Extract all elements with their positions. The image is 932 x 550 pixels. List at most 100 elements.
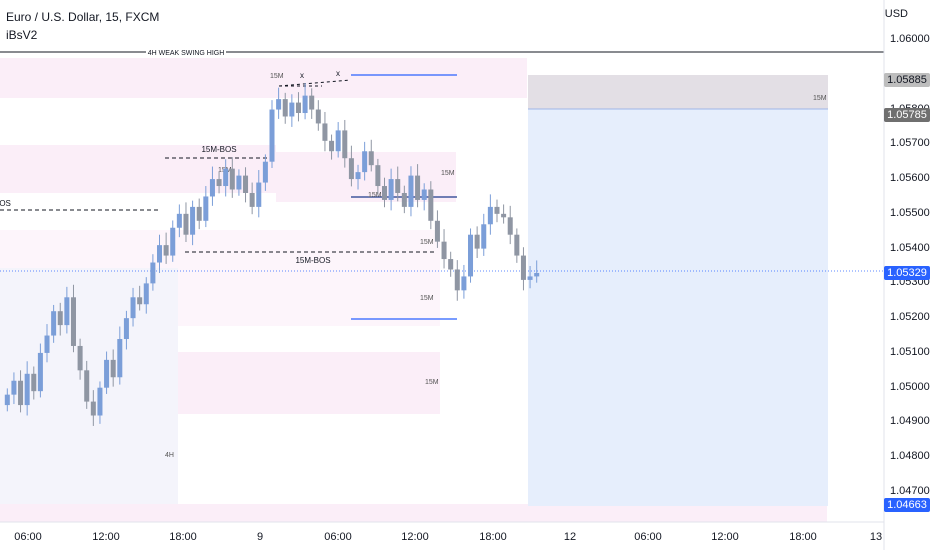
candle-body	[262, 161, 268, 183]
zone-pink	[0, 58, 527, 98]
candle-body	[322, 123, 328, 141]
price-label-box: 1.05785	[884, 107, 930, 122]
candle-body	[57, 311, 63, 326]
candle-body	[256, 182, 262, 207]
candle-body	[37, 352, 43, 392]
price-label-box: 1.04663	[884, 497, 930, 512]
candle-body	[269, 109, 275, 162]
candle-body	[90, 401, 96, 416]
candle-body	[229, 168, 235, 190]
price-tick: 1.05200	[890, 311, 930, 324]
candle-body	[249, 192, 255, 207]
candle-body	[117, 339, 123, 378]
candle-body	[355, 172, 361, 180]
candle-body	[216, 179, 222, 187]
candle-body	[454, 269, 460, 291]
candle-body	[97, 387, 103, 416]
candle-body	[11, 380, 17, 395]
price-tick: 1.06000	[890, 33, 930, 45]
candle-body	[415, 175, 421, 200]
candle-body	[441, 241, 447, 260]
zone-blue	[528, 109, 828, 506]
price-tick: 1.05400	[890, 241, 930, 254]
candle-body	[203, 196, 209, 221]
candle-body	[150, 262, 156, 284]
candle-body	[309, 95, 315, 110]
candle-body	[183, 213, 189, 235]
candle-body	[428, 189, 434, 221]
time-tick: 9	[256, 531, 264, 543]
time-tick: 12:00	[92, 531, 120, 543]
structure-lines: 4H WEAK SWING HIGH BOS 15M-BOS 15M-BOS x…	[0, 46, 884, 320]
candle-body	[375, 165, 381, 187]
bos2-label: 15M-BOS	[295, 256, 330, 265]
price-tick: 1.04800	[890, 450, 930, 463]
tf-label: 15M	[813, 95, 827, 102]
candle-body	[295, 102, 301, 114]
candle-body	[487, 206, 493, 225]
currency-label: USD	[884, 8, 908, 20]
candle-body	[461, 276, 467, 291]
time-tick: 12	[563, 531, 577, 543]
candle-body	[170, 227, 176, 256]
candle-body	[315, 109, 321, 124]
candle-body	[408, 175, 414, 207]
candle-body	[381, 186, 388, 200]
bos-left-label: BOS	[0, 199, 11, 208]
symbol-title[interactable]: Euro / U.S. Dollar, 15, FXCM	[6, 10, 160, 24]
candle-body	[302, 95, 308, 114]
candle-body	[51, 311, 57, 336]
bos1-label: 15M-BOS	[201, 145, 236, 154]
candle-body	[143, 283, 149, 305]
candle-body	[24, 373, 30, 406]
candle-body	[70, 297, 76, 346]
price-tick: 1.05500	[890, 206, 930, 219]
candle-body	[520, 255, 526, 280]
candle-body	[163, 245, 169, 256]
candle-body	[481, 224, 487, 249]
candle-body	[196, 206, 202, 221]
time-tick: 06:00	[634, 531, 662, 543]
candle-body	[501, 213, 507, 218]
time-tick: 06:00	[14, 531, 42, 543]
tf-label: 15M	[425, 379, 439, 386]
candle-body	[243, 175, 249, 193]
candle-body	[4, 394, 10, 406]
tf-label: 15M	[441, 170, 455, 177]
x-mark-2: x	[336, 69, 340, 78]
price-tick: 1.05000	[890, 380, 930, 393]
candle-body	[156, 245, 163, 263]
candle-body	[123, 318, 129, 340]
candle-body	[527, 276, 533, 280]
time-tick: 12:00	[711, 531, 739, 543]
candle-body	[236, 175, 242, 190]
candles-layer	[4, 83, 540, 426]
candle-body	[474, 234, 480, 249]
time-tick: 18:00	[169, 531, 197, 543]
price-label-box: 1.05329	[884, 266, 930, 281]
candle-body	[342, 130, 348, 159]
candle-body	[282, 99, 288, 117]
candle-body	[329, 140, 335, 152]
time-tick: 18:00	[479, 531, 507, 543]
zones-layer	[0, 58, 828, 522]
price-tick: 1.05700	[890, 137, 930, 150]
candle-body	[388, 179, 394, 200]
zone-pink-bottom	[0, 504, 827, 522]
price-tick: 1.05100	[890, 345, 930, 358]
price-tick: 1.04900	[890, 415, 930, 428]
price-tick: 1.05600	[890, 172, 930, 185]
time-tick: 12:00	[401, 531, 429, 543]
candle-body	[18, 380, 24, 406]
candle-body	[335, 130, 341, 152]
candle-body	[209, 179, 215, 197]
candle-body	[130, 297, 136, 319]
indicator-name[interactable]: iBsV2	[6, 28, 38, 42]
candle-body	[31, 373, 37, 392]
chart-legend: Euro / U.S. Dollar, 15, FXCM iBsV2	[6, 8, 159, 44]
time-tick: 06:00	[324, 531, 352, 543]
candle-body	[104, 359, 110, 388]
candle-body	[507, 217, 513, 235]
candle-body	[368, 151, 374, 166]
